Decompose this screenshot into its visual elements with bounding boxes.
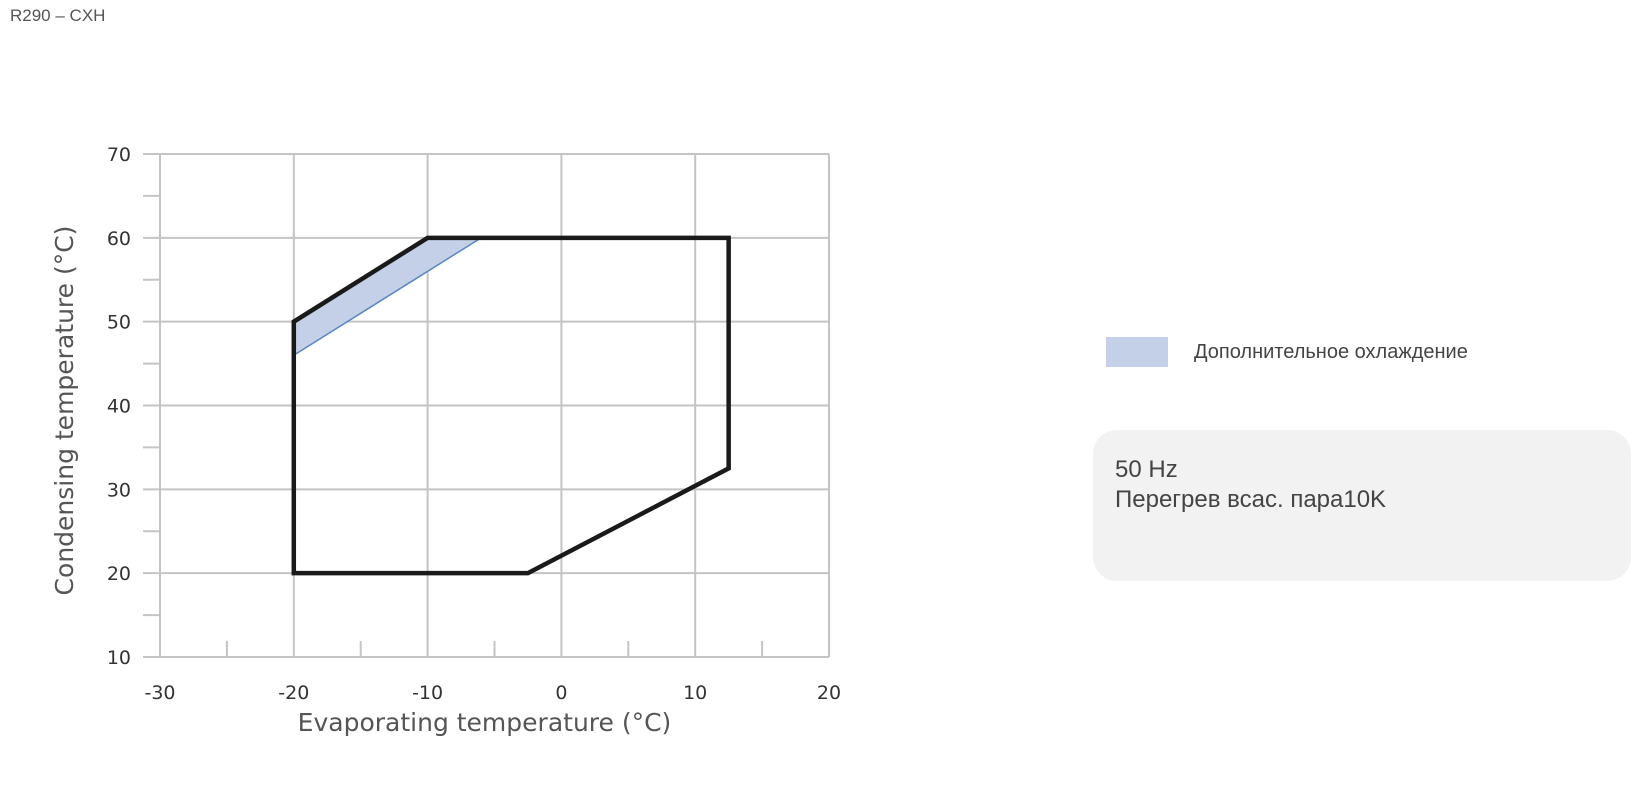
x-tick-label: -20 [278,682,309,704]
legend-label: Дополнительное охлаждение [1194,340,1468,363]
x-tick-label: 20 [817,682,841,704]
operating-envelope-chart: 10 20 30 40 50 60 70 -30 -20 -10 0 10 20 Evaporating … [50,144,841,737]
page-title: R290 – CXH [10,6,106,25]
envelope-outline [291,235,731,576]
legend-swatch [1106,337,1168,367]
y-axis-label: Condensing temperature (°C) [50,226,79,596]
superheat-text: Перегрев всас. пара10K [1115,486,1387,513]
subcooling-boundary-line [293,237,482,356]
y-tick-label: 50 [107,312,131,334]
y-tick-label: 10 [107,647,131,669]
legend: Дополнительное охлаждение [1106,337,1468,367]
y-tick-label: 40 [107,396,131,418]
y-tick-label: 30 [107,479,131,501]
y-tick-label: 20 [107,563,131,585]
x-tick-label: 0 [555,682,567,704]
x-tick-label: -10 [412,682,443,704]
x-axis-label: Evaporating temperature (°C) [298,708,672,737]
x-tick-label: -30 [144,682,175,704]
info-box: 50 Hz Перегрев всас. пара10K [1093,430,1631,581]
y-tick-label: 60 [107,228,131,250]
y-tick-label: 70 [107,144,131,166]
x-tick-label: 10 [683,682,707,704]
frequency-text: 50 Hz [1115,456,1178,483]
